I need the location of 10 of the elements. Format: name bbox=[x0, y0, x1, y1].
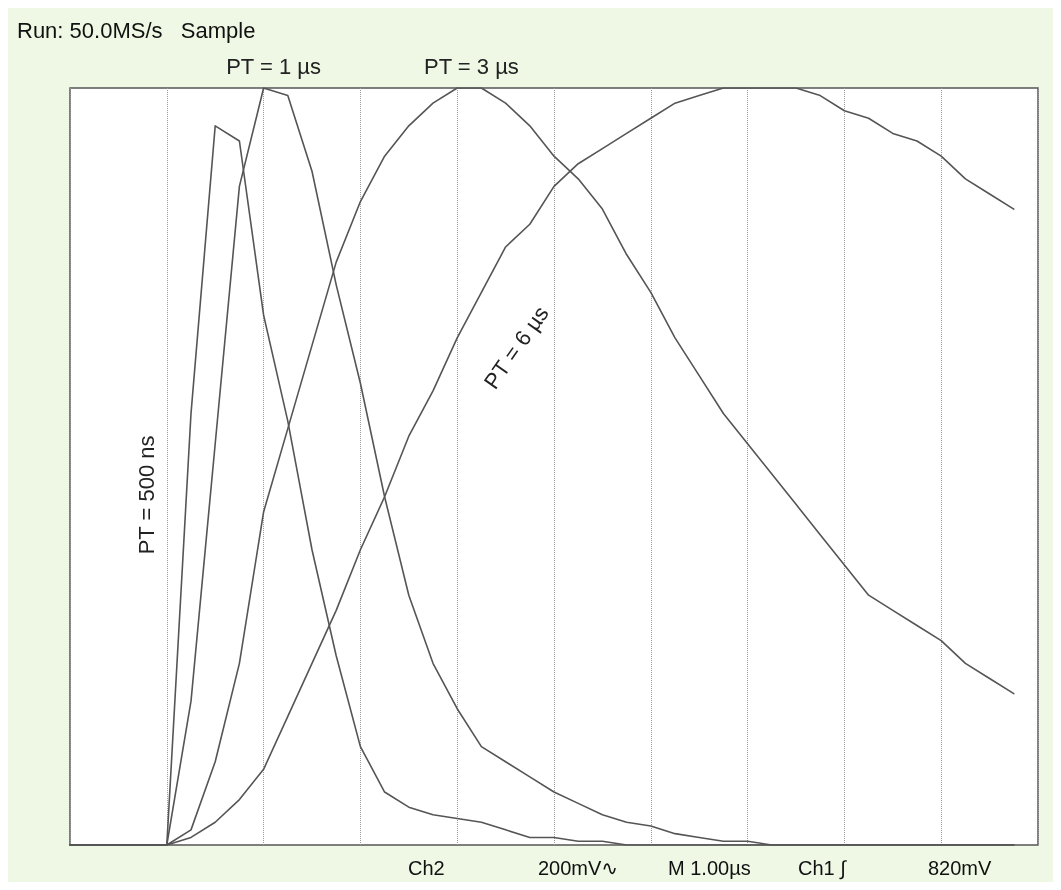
text: 200mV∿ bbox=[538, 857, 619, 879]
text: Ch1 ∫ bbox=[798, 857, 848, 880]
text: PT = 6 µs bbox=[478, 301, 554, 394]
series-label: PT = 3 µs bbox=[423, 53, 519, 79]
series-label: PT = 1 µs bbox=[226, 53, 322, 79]
text: M 1.00µs bbox=[668, 857, 751, 879]
chart-title: Run: 50.0MS/s Sample bbox=[17, 17, 256, 43]
text: 820mV bbox=[928, 857, 993, 879]
text: Ch2 bbox=[408, 857, 445, 879]
text: PT = 500 ns bbox=[133, 435, 159, 555]
